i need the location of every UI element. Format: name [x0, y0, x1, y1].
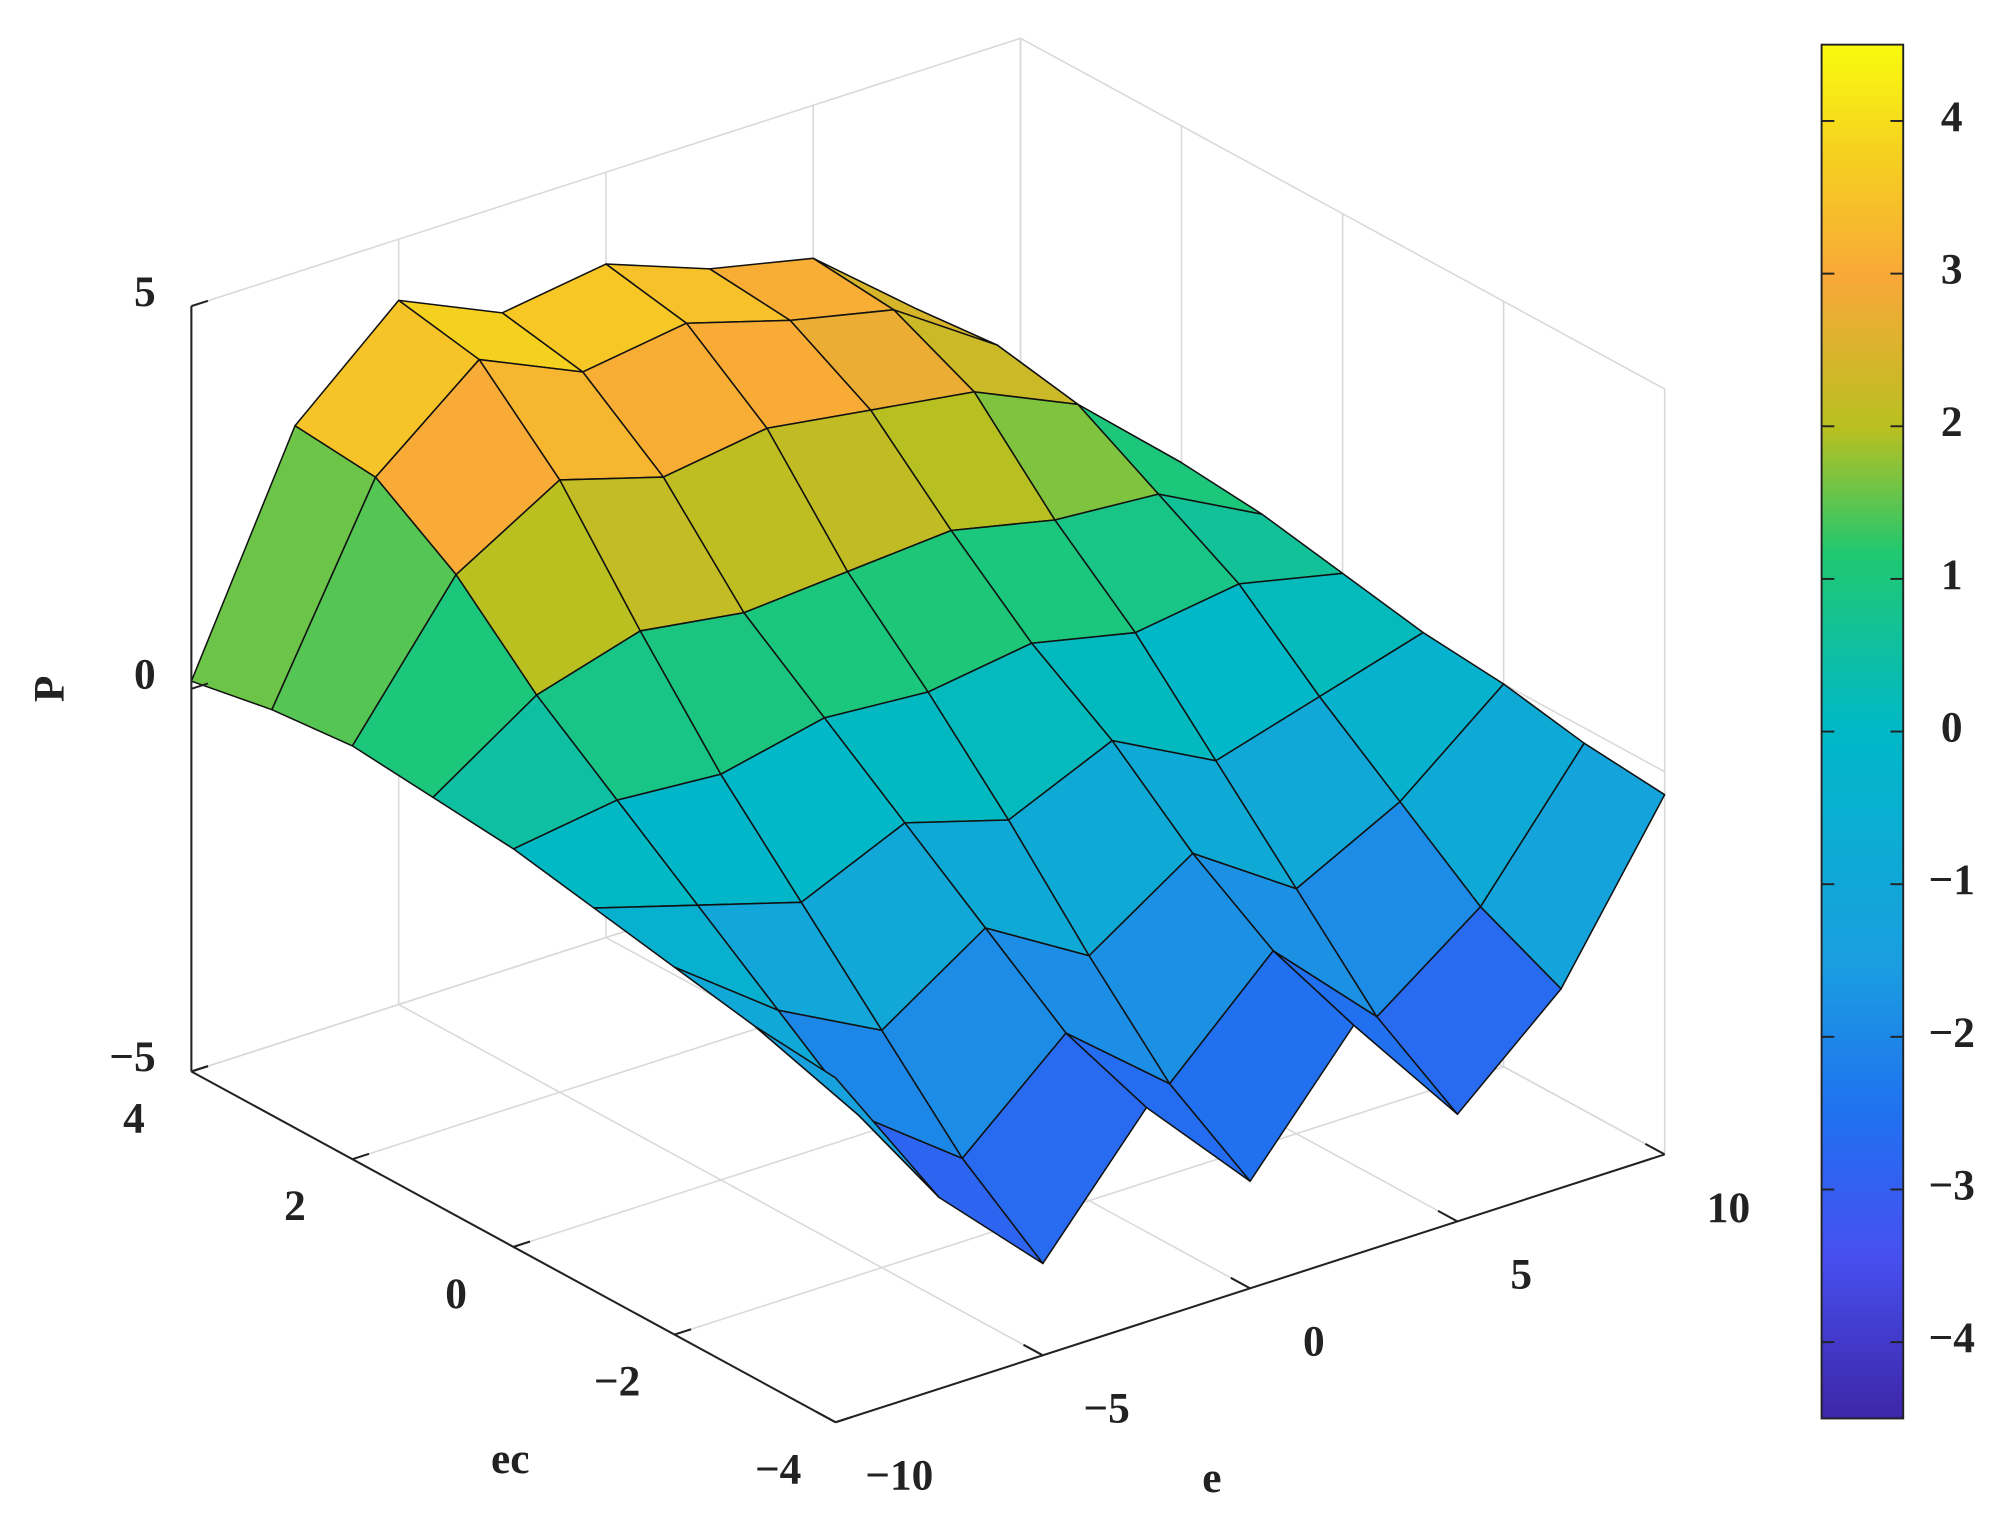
grid-line — [674, 1065, 1504, 1336]
y-tick-label: 4 — [123, 1094, 145, 1142]
x-tick-label: −10 — [865, 1452, 933, 1500]
grid-line — [191, 37, 1021, 307]
colorbar-tick-label: −4 — [1928, 1314, 1974, 1362]
z-tick-label: 0 — [134, 651, 156, 699]
colorbar-tick-label: 1 — [1941, 551, 1963, 599]
tick-mark — [674, 1328, 692, 1336]
x-tick-label: −5 — [1083, 1385, 1129, 1433]
colorbar-tick-label: 3 — [1941, 246, 1963, 294]
surface — [190, 257, 1666, 1265]
y-tick-label: 0 — [445, 1270, 467, 1318]
z-tick-label: 5 — [134, 268, 156, 316]
tick-mark — [191, 1065, 209, 1073]
z-axis-label: P — [26, 676, 74, 702]
tick-mark — [191, 299, 209, 308]
y-tick-label: −4 — [755, 1445, 801, 1493]
tick-mark — [513, 1240, 531, 1248]
colorbar-tick-label: 0 — [1941, 704, 1963, 752]
colorbar-ticks: −4 −3 −2 −1 0 1 2 3 4 — [1821, 93, 1975, 1362]
surface-patch — [754, 1025, 940, 1199]
x-tick-label: 10 — [1707, 1184, 1750, 1232]
colorbar-tick-label: −3 — [1928, 1161, 1974, 1209]
tick-mark — [815, 1410, 837, 1424]
grid-line — [1020, 37, 1666, 390]
colorbar-tick-label: 4 — [1941, 93, 1963, 141]
y-axis-line — [190, 1070, 837, 1424]
x-axis-line — [835, 1153, 1665, 1424]
y-tick-label: 2 — [284, 1182, 306, 1230]
tick-mark — [191, 682, 209, 690]
x-tick-label: 5 — [1510, 1251, 1532, 1299]
tick-mark — [1023, 1343, 1044, 1357]
tick-mark — [1230, 1276, 1251, 1290]
tick-mark — [1437, 1209, 1458, 1223]
x-tick-label: 0 — [1303, 1318, 1325, 1366]
colorbar-tick-label: −2 — [1928, 1009, 1974, 1057]
colorbar — [1820, 43, 1905, 1420]
tick-mark — [835, 1415, 853, 1424]
z-tick-label: −5 — [109, 1033, 155, 1081]
y-tick-label: −2 — [594, 1358, 640, 1406]
tick-mark — [352, 1152, 370, 1161]
y-axis-label: ec — [491, 1435, 530, 1483]
colorbar-tick-label: −1 — [1928, 856, 1974, 904]
axes: −10 −5 0 5 10 −4 −2 0 2 4 −5 0 5 — [109, 268, 1750, 1500]
x-axis-label: e — [1202, 1454, 1221, 1502]
colorbar-tick-label: 2 — [1941, 398, 1963, 446]
tick-mark — [1644, 1142, 1666, 1156]
